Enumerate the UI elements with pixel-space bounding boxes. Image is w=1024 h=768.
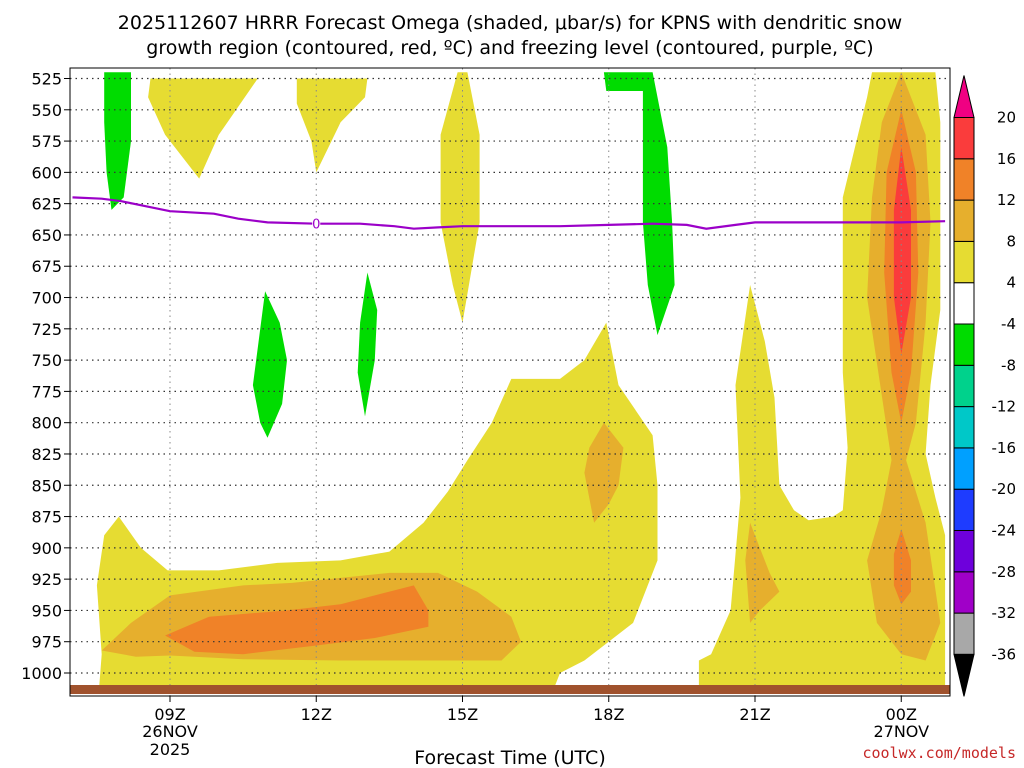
y-tick-label-600: 600	[31, 163, 62, 182]
colorbar-label--36: -36	[992, 645, 1017, 663]
grid-lines	[70, 68, 950, 696]
y-tick-label-800: 800	[31, 414, 62, 433]
y-tick-label-625: 625	[31, 195, 62, 214]
x-axis-label: Forecast Time (UTC)	[414, 747, 605, 768]
colorbar-label--24: -24	[992, 522, 1017, 540]
y-tick-label-775: 775	[31, 382, 62, 401]
colorbar-box-9	[953, 240, 975, 284]
omega-region-1	[296, 78, 368, 173]
colorbar-box-8	[953, 282, 975, 325]
colorbar-box-6	[953, 364, 975, 408]
y-tick-label-925: 925	[31, 570, 62, 589]
x-tick-label-21Z: 21Z	[739, 705, 770, 724]
colorbar-top-arrow	[953, 75, 975, 118]
y-tick-label-950: 950	[31, 601, 62, 620]
ground-strip	[70, 685, 950, 694]
omega-region-16	[603, 72, 675, 336]
omega-region-11	[893, 147, 911, 354]
omega-region-6	[165, 585, 429, 655]
colorbar-label--32: -32	[992, 604, 1017, 622]
colorbar-box-3	[953, 488, 975, 532]
colorbar-label-4: 4	[1006, 274, 1016, 292]
y-axis: 525 550 575 600 625 650 675 700 725 750 775 800 825 8…	[21, 70, 70, 683]
colorbar-box-11	[953, 158, 975, 201]
omega-region-8	[745, 522, 780, 623]
site-credit: coolwx.com/models	[862, 744, 1016, 762]
y-tick-label-900: 900	[31, 539, 62, 558]
y-tick-label-575: 575	[31, 132, 62, 151]
omega-region-14	[252, 291, 287, 438]
x-tick-label-00Z: 00Z	[886, 705, 917, 724]
x-tick-label-18Z: 18Z	[593, 705, 624, 724]
y-tick-label-675: 675	[31, 257, 62, 276]
colorbar-box-10	[953, 199, 975, 242]
y-tick-label-1000: 1000	[21, 664, 62, 683]
colorbar-box-5	[953, 406, 975, 449]
plot-frame	[69, 67, 951, 697]
y-tick-label-650: 650	[31, 226, 62, 245]
y-tick-label-750: 750	[31, 351, 62, 370]
x-tick-year-09Z: 2025	[150, 740, 191, 759]
colorbar-box-4	[953, 447, 975, 490]
colorbar-label--28: -28	[992, 563, 1017, 581]
omega-region-0	[148, 78, 258, 179]
chart-title-line-2: growth region (contoured, red, ºC) and f…	[146, 37, 873, 59]
x-tick-label-09Z: 09Z	[154, 705, 185, 724]
colorbar-label-20: 20	[997, 109, 1016, 127]
colorbar: -36 -32 -28 -24 -20 -16 -12 -8 -4 4 8 12 16 20	[953, 75, 1017, 697]
freezing-level-line	[72, 196, 946, 230]
chart-title-line-1: 2025112607 HRRR Forecast Omega (shaded, …	[118, 12, 902, 34]
colorbar-label-8: 8	[1006, 232, 1016, 250]
y-tick-label-825: 825	[31, 445, 62, 464]
y-tick-label-700: 700	[31, 289, 62, 308]
y-tick-label-725: 725	[31, 320, 62, 339]
omega-region-13	[104, 72, 131, 210]
colorbar-box-1	[953, 571, 975, 614]
y-tick-label-550: 550	[31, 101, 62, 120]
colorbar-box-2	[953, 530, 975, 573]
colorbar-label--12: -12	[992, 398, 1017, 416]
y-tick-label-975: 975	[31, 633, 62, 652]
x-tick-date-09Z: 26NOV	[142, 722, 198, 741]
y-tick-label-850: 850	[31, 476, 62, 495]
x-tick-label-12Z: 12Z	[301, 705, 332, 724]
contour-label: 0	[312, 218, 320, 233]
colorbar-label--16: -16	[992, 439, 1017, 457]
colorbar-box-7	[953, 323, 975, 366]
colorbar-label--20: -20	[992, 480, 1017, 498]
omega-region-7	[584, 422, 624, 523]
freezing-level-contour: 0	[72, 196, 946, 233]
y-tick-label-875: 875	[31, 508, 62, 527]
colorbar-label-16: 16	[997, 150, 1016, 168]
y-tick-label-525: 525	[31, 70, 62, 89]
colorbar-label--8: -8	[1001, 356, 1016, 374]
colorbar-label--4: -4	[1001, 315, 1016, 333]
x-tick-label-15Z: 15Z	[447, 705, 478, 724]
omega-shaded-regions	[96, 72, 946, 688]
contour-label-bg	[312, 215, 321, 230]
omega-region-15	[357, 272, 378, 417]
omega-region-2	[440, 72, 480, 323]
colorbar-box-12	[953, 117, 975, 160]
colorbar-label-12: 12	[997, 191, 1016, 209]
x-tick-date-00Z: 27NOV	[873, 722, 929, 741]
colorbar-bottom-arrow	[953, 653, 975, 697]
colorbar-box-0	[953, 612, 975, 655]
